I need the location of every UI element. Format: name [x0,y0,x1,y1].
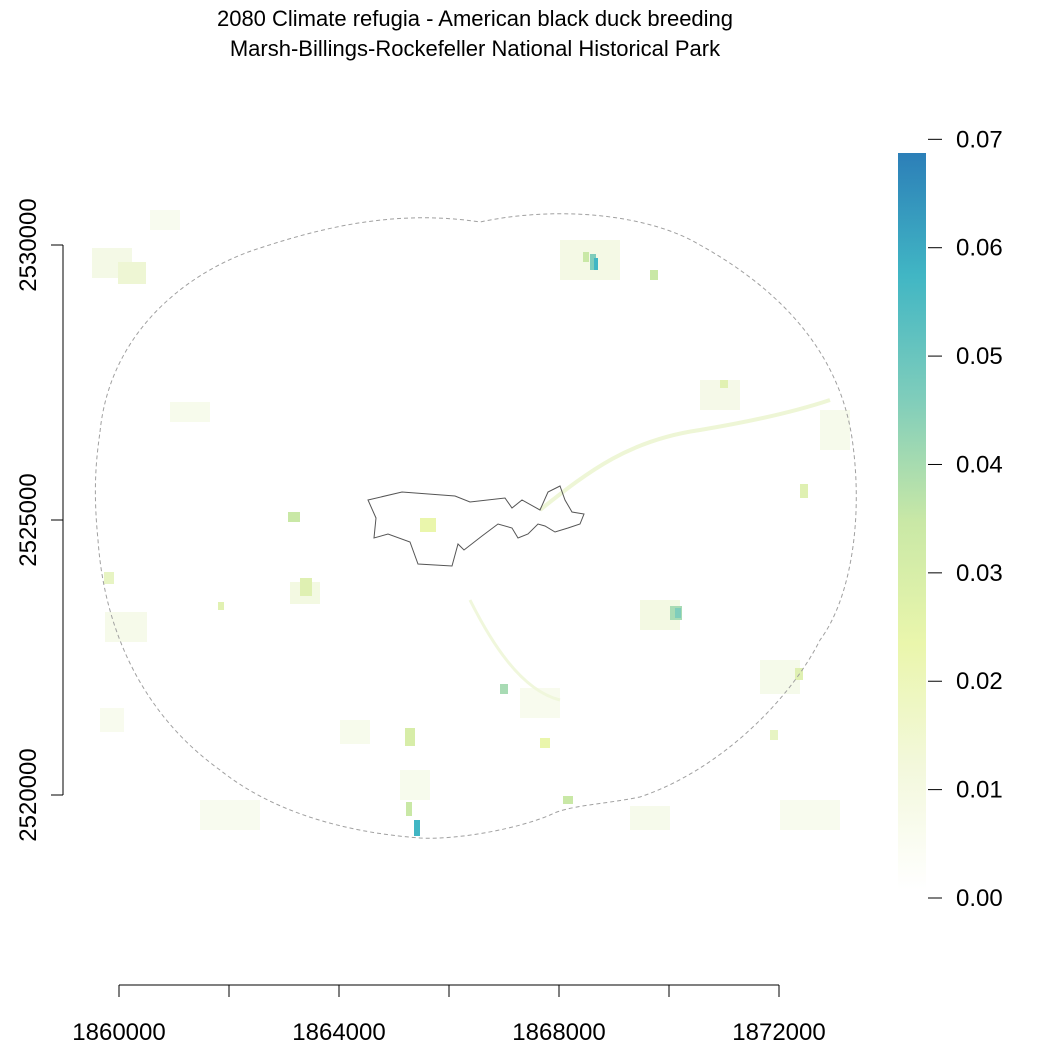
raster-river [538,398,831,512]
map-subtitle: Marsh-Billings-Rockefeller National Hist… [229,36,721,61]
buffer-boundary [94,213,857,839]
raster-cell [200,800,260,830]
raster-cell [170,402,210,422]
legend-tick-label: 0.01 [956,777,1003,804]
raster-cell [300,578,312,596]
x-tick-label: 1872000 [732,1019,825,1046]
x-tick-label: 1860000 [72,1019,165,1046]
raster-cell [420,518,436,532]
raster-cell [340,720,370,744]
legend-ticks: 0.00 0.01 0.02 0.03 0.04 0.05 0.06 0.07 [928,126,1003,912]
raster-cell [150,210,180,230]
raster-cell [770,730,778,740]
park-boundary [367,485,585,567]
x-tick-label: 1868000 [512,1019,605,1046]
raster-cell [100,708,124,732]
raster-cell [563,796,573,804]
raster-cell [406,802,412,816]
raster-cell [800,484,808,498]
raster-cell [583,252,589,262]
raster-cell [590,254,596,270]
legend-colorbar [898,153,926,890]
raster-cell [540,738,550,748]
legend-tick-label: 0.04 [956,451,1003,478]
raster-cell [594,258,598,270]
raster-river [468,599,561,702]
legend: 0.00 0.01 0.02 0.03 0.04 0.05 0.06 0.07 [898,126,1003,912]
legend-tick-label: 0.00 [956,885,1003,912]
raster-cell [780,800,840,830]
map-title: 2080 Climate refugia - American black du… [216,6,734,31]
raster-cell [104,572,114,584]
legend-tick-label: 0.05 [956,343,1003,370]
raster-cell [500,684,508,694]
raster-cell [675,608,681,618]
legend-tick-label: 0.02 [956,668,1003,695]
legend-tick-label: 0.03 [956,560,1003,587]
raster-cell [650,270,658,280]
y-axis: 2520000 2525000 2530000 [15,198,64,842]
x-axis: 1860000 1864000 1868000 1872000 [72,984,826,1046]
raster-cell [218,602,224,610]
raster-cell [400,770,430,800]
raster-cell [630,806,670,830]
raster-cell [760,660,800,694]
legend-tick-label: 0.06 [956,235,1003,262]
y-tick-label: 2520000 [15,748,42,841]
x-tick-label: 1864000 [292,1019,385,1046]
raster-cell [720,380,728,388]
raster-cell [414,820,420,836]
raster-cell [288,512,300,522]
raster-cell [118,262,146,284]
raster-cell [405,728,415,746]
raster-cell [820,410,850,450]
y-tick-label: 2525000 [15,473,42,566]
y-tick-label: 2530000 [15,198,42,291]
legend-tick-label: 0.07 [956,126,1003,153]
